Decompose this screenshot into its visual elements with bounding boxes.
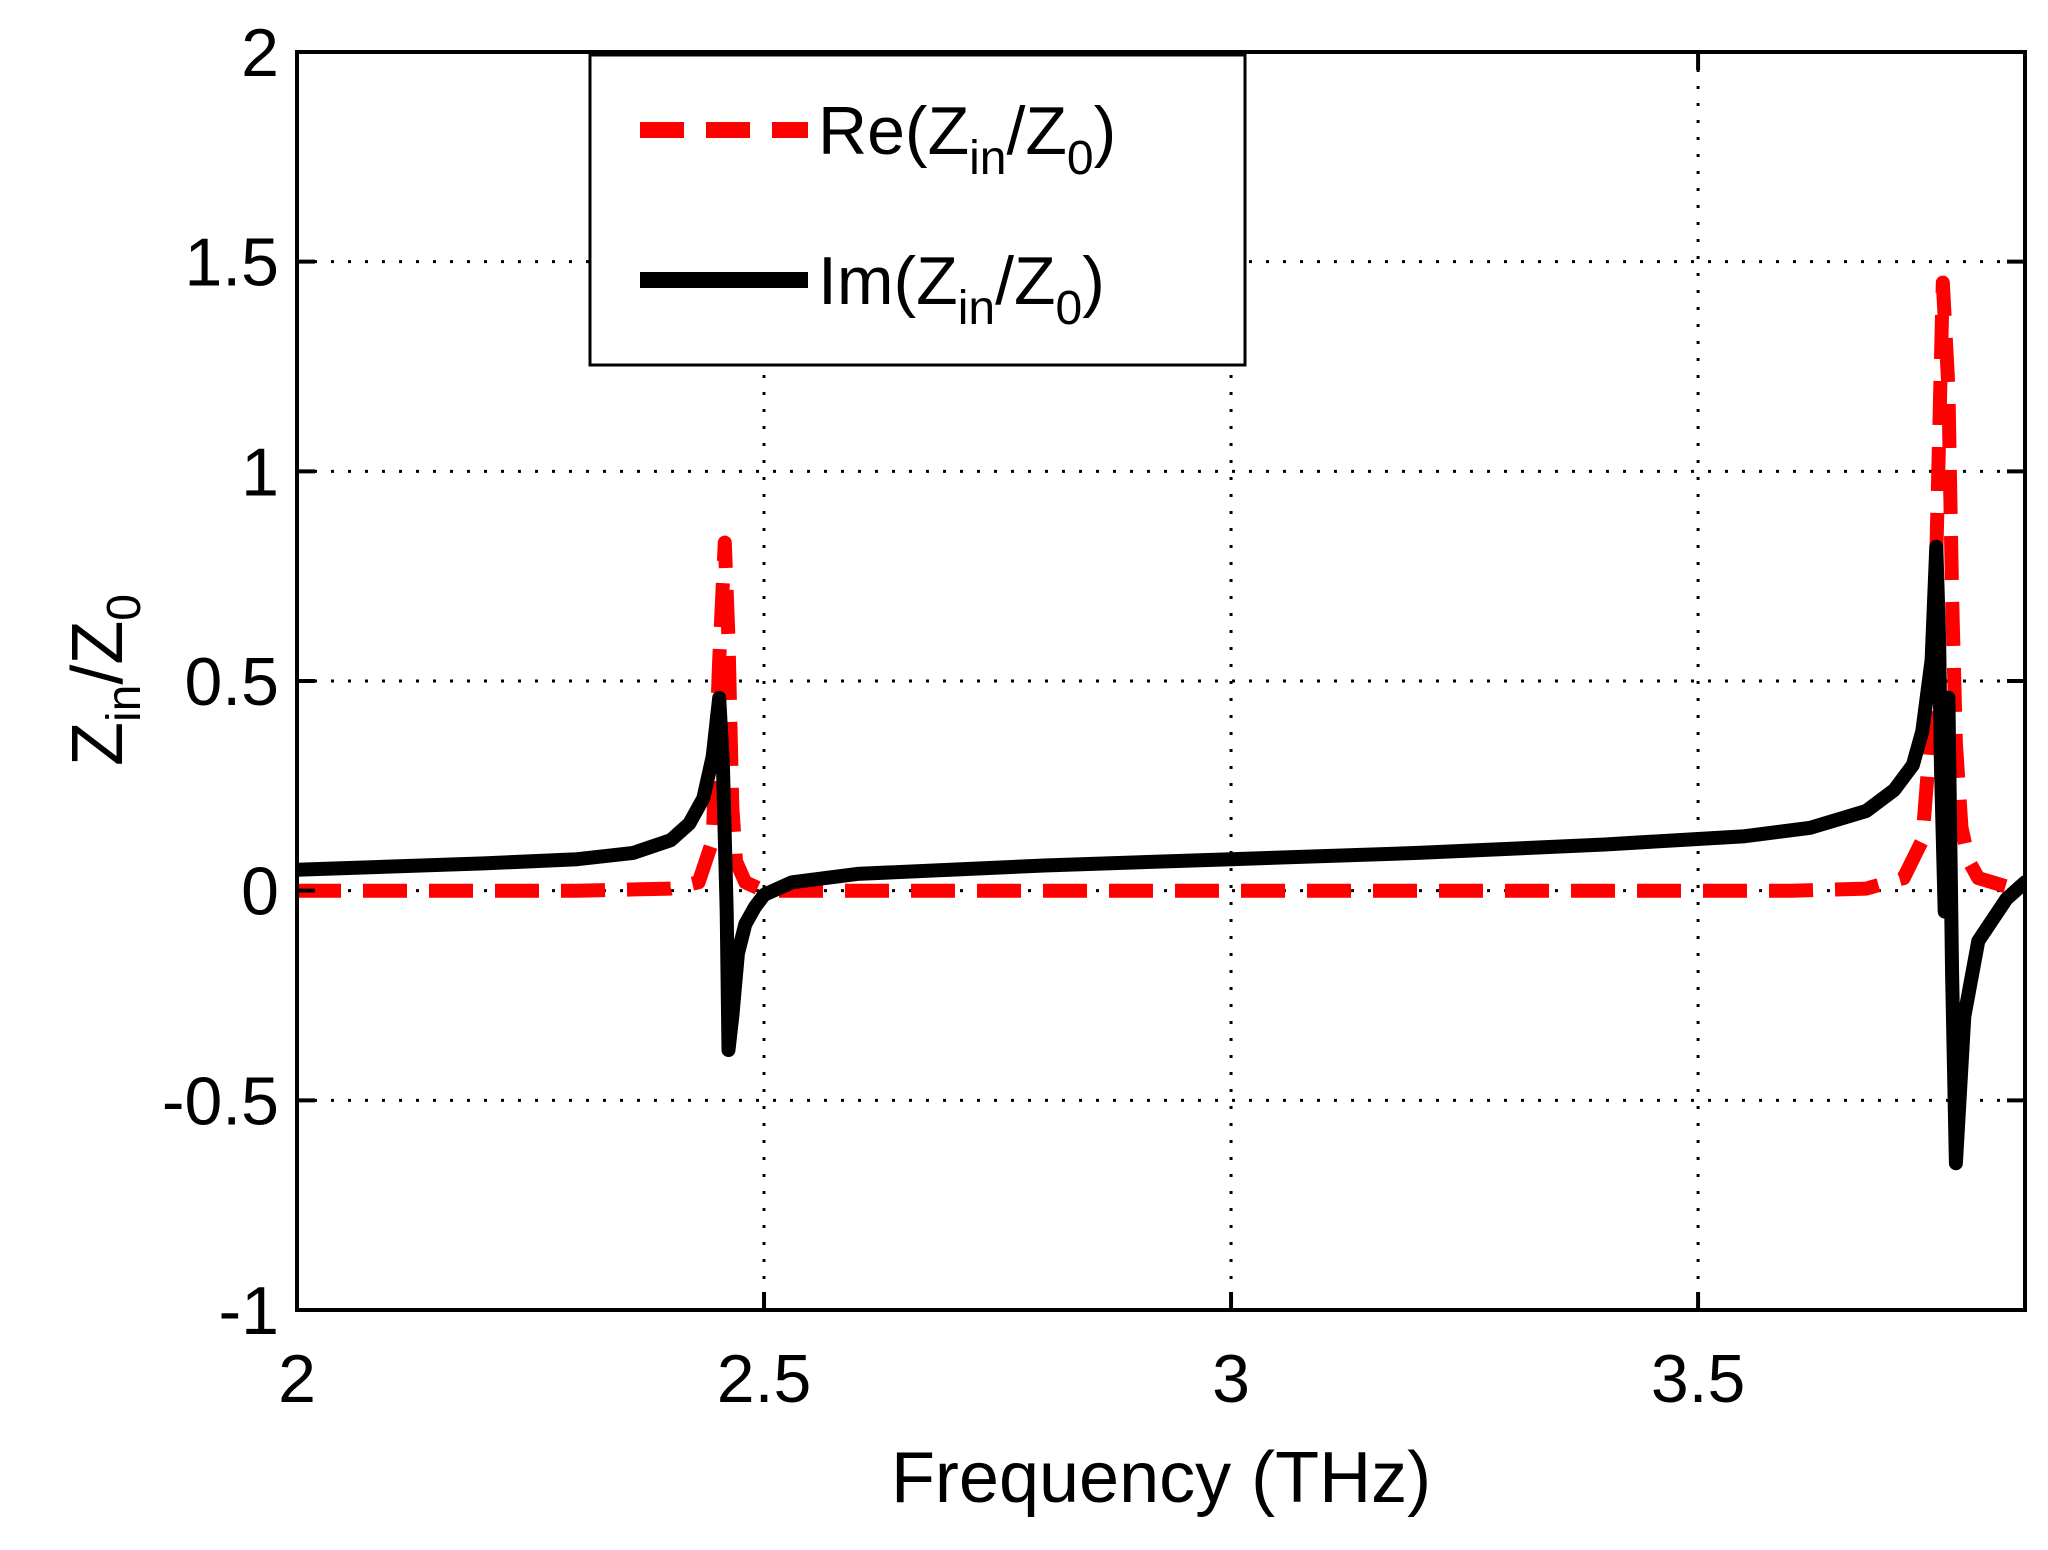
x-tick-label: 3: [1212, 1341, 1250, 1417]
legend: Re(Zin/Z0) Im(Zin/Z0): [588, 53, 1247, 367]
y-axis-label-sub2: 0: [98, 594, 151, 621]
legend-box: [588, 53, 1247, 367]
y-tick-label: 0: [241, 854, 279, 930]
series-re-line: [297, 275, 2025, 898]
y-tick-label: 0.5: [184, 644, 279, 720]
x-tick-label: 2.5: [717, 1341, 812, 1417]
x-tick-label: 3.5: [1651, 1341, 1746, 1417]
series-layer: [297, 275, 2025, 1171]
x-tick-label: 2: [278, 1341, 316, 1417]
y-axis-label: Zin/Z0: [58, 594, 151, 766]
legend-label-re: Re(Zin/Z0): [818, 93, 1116, 185]
y-tick-label: -1: [219, 1273, 279, 1349]
y-tick-label: 1: [241, 434, 279, 510]
y-axis-label-main: Z: [58, 722, 138, 766]
y-axis-label-sub: in: [98, 685, 151, 722]
y-tick-label: 2: [241, 15, 279, 91]
legend-label-im: Im(Zin/Z0): [818, 243, 1105, 335]
series-im-line: [297, 539, 2025, 1171]
x-axis-label: Frequency (THz): [891, 1438, 1431, 1518]
y-tick-label: -0.5: [162, 1063, 279, 1139]
tick-labels: 2 2.5 3 3.5 -1 -0.5 0 0.5 1 1.5 2: [162, 15, 1746, 1417]
y-axis-label-sep: /Z: [58, 621, 138, 685]
svg-text:Zin/Z0: Zin/Z0: [58, 594, 151, 766]
y-tick-label: 1.5: [184, 225, 279, 301]
grid: [297, 52, 2025, 1310]
